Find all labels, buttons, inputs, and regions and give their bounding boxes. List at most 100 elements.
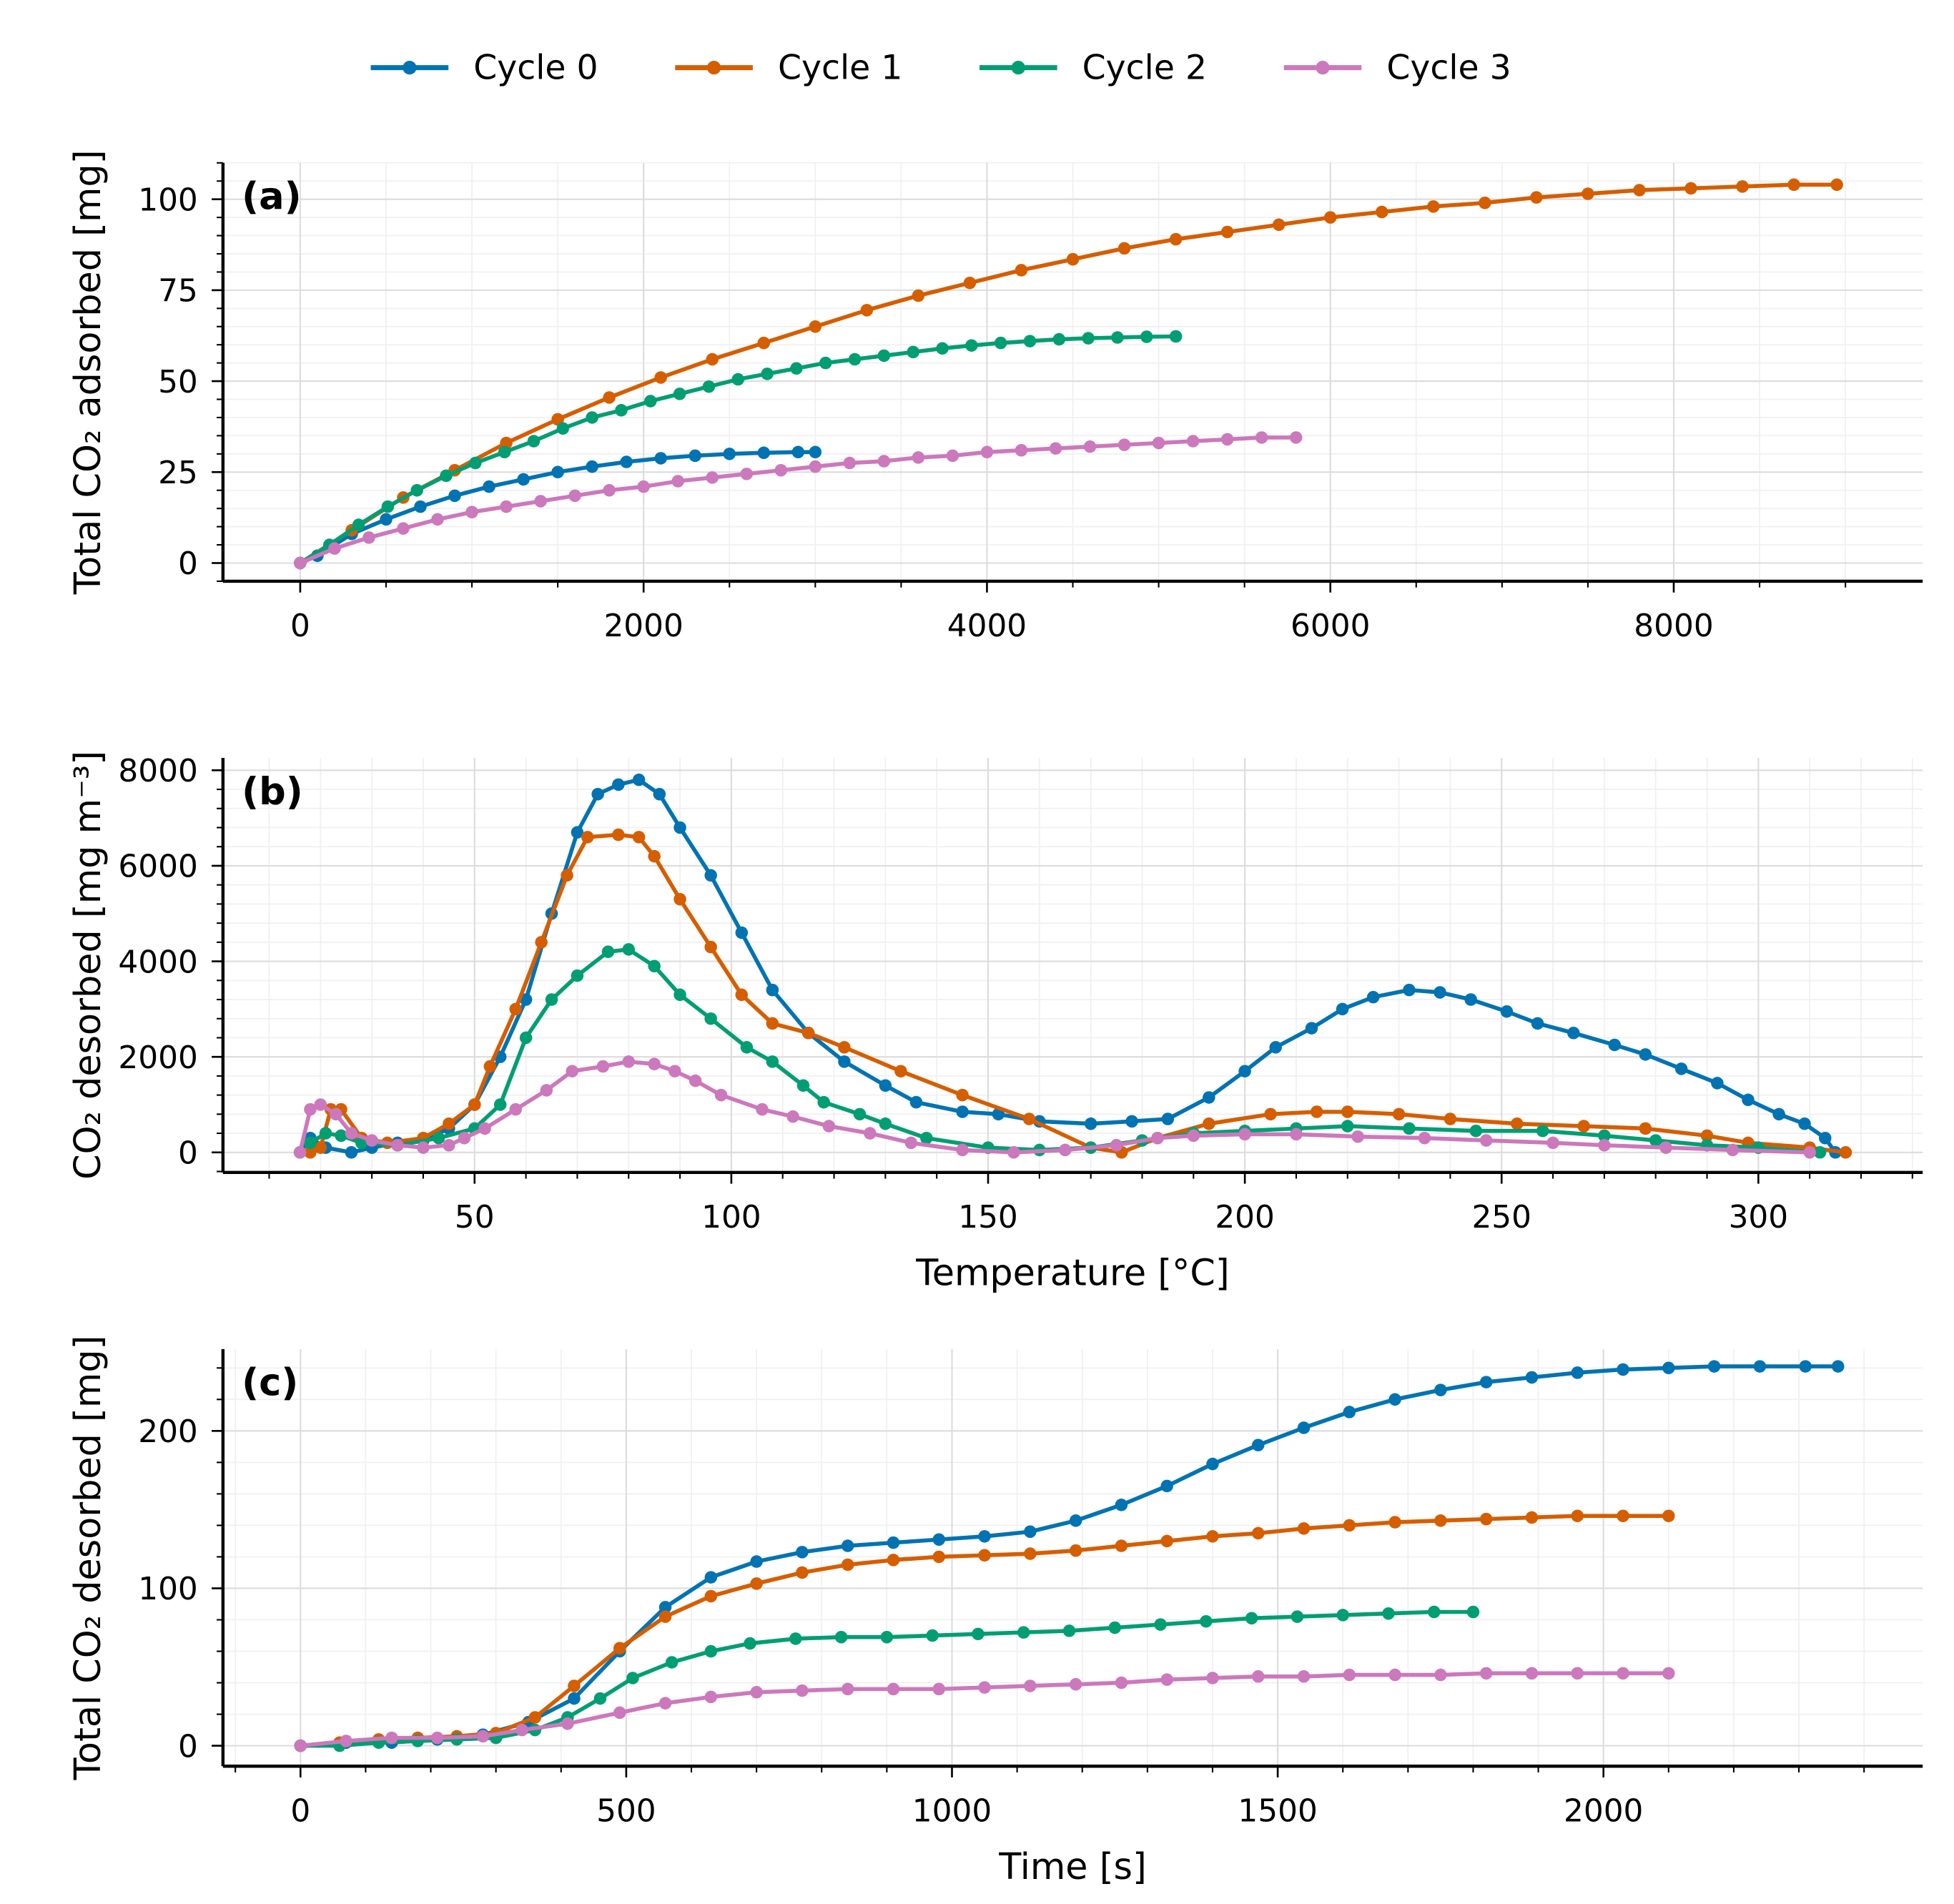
data-point [714, 1088, 728, 1102]
data-point [431, 513, 444, 526]
data-point [1083, 440, 1097, 453]
data-point [1753, 1360, 1767, 1373]
data-point [665, 1656, 679, 1669]
data-point [689, 449, 701, 463]
data-point [1376, 205, 1388, 219]
data-point [571, 826, 584, 839]
data-point [1617, 1363, 1629, 1376]
data-point [293, 1146, 307, 1159]
legend-item: Cycle 0 [370, 48, 598, 87]
data-point [1154, 1618, 1167, 1631]
data-point [994, 336, 1007, 350]
data-point [1525, 1511, 1539, 1524]
data-point [956, 1088, 969, 1102]
data-point [1531, 1017, 1544, 1030]
data-point [1571, 1509, 1584, 1522]
panel-b: 50 100 150 200 250 300 0 2000 4000 6000 8000 (b) Tem… [66, 751, 1923, 1294]
x-tick-label: 0 [290, 1792, 310, 1829]
data-point [417, 1141, 430, 1154]
data-point [500, 500, 513, 513]
data-point [1117, 242, 1131, 255]
data-point [1639, 1122, 1652, 1135]
data-point [689, 1074, 702, 1087]
data-point [1015, 264, 1028, 277]
data-point [1206, 1530, 1219, 1543]
data-point [1290, 1128, 1303, 1141]
data-point [381, 500, 395, 513]
data-point [535, 936, 548, 949]
legend-label: Cycle 0 [473, 48, 598, 87]
data-point [654, 371, 667, 384]
series-cycle-1 [294, 1509, 1675, 1752]
data-point [756, 1103, 769, 1116]
series-cycle-0 [293, 773, 1842, 1159]
data-point [1803, 1146, 1816, 1159]
data-point [509, 1103, 522, 1116]
data-point [1772, 1108, 1785, 1121]
data-point [601, 945, 615, 958]
data-point [1536, 1124, 1549, 1138]
y-tick-label: 25 [158, 455, 198, 491]
data-point [1500, 1005, 1514, 1018]
data-point [1392, 1108, 1406, 1121]
data-point [591, 787, 604, 801]
legend-marker [1316, 61, 1330, 75]
data-point [1464, 993, 1477, 1006]
data-point [328, 542, 341, 555]
data-point [1403, 983, 1416, 997]
data-point [1343, 1406, 1356, 1419]
data-point [1252, 1526, 1265, 1540]
data-point [1787, 178, 1800, 192]
data-point [1571, 1366, 1584, 1379]
data-point [517, 473, 530, 486]
data-point [1469, 1124, 1483, 1138]
data-point [1187, 1129, 1200, 1143]
legend-item: Cycle 3 [1283, 48, 1511, 87]
data-point [498, 445, 511, 459]
y-tick-label: 100 [138, 1571, 198, 1607]
data-point [648, 960, 661, 972]
data-point [819, 356, 832, 370]
data-point [956, 1143, 969, 1157]
data-point [1024, 1679, 1037, 1692]
data-point [612, 828, 625, 842]
x-tick-label: 2000 [603, 608, 683, 644]
data-point [469, 456, 482, 470]
data-point [478, 1122, 491, 1135]
data-point [586, 411, 598, 424]
data-point [586, 460, 598, 473]
data-point [789, 1632, 802, 1645]
data-point [483, 1060, 497, 1073]
data-point [330, 1108, 342, 1121]
y-tick-label: 50 [158, 364, 198, 400]
data-point [1434, 1668, 1447, 1682]
y-tick-label: 6000 [118, 849, 197, 885]
data-point [1343, 1519, 1356, 1532]
legend-item: Cycle 2 [980, 48, 1207, 87]
data-point [613, 1706, 626, 1720]
data-point [658, 1610, 672, 1623]
data-point [319, 1127, 332, 1140]
data-point [978, 1681, 991, 1694]
data-point [1351, 1130, 1364, 1143]
data-point [766, 1017, 779, 1030]
data-point [853, 1108, 867, 1121]
data-point [1403, 1122, 1416, 1135]
data-point [613, 1642, 626, 1654]
data-point [1608, 1038, 1622, 1052]
data-point [706, 352, 719, 366]
x-tick-label: 100 [701, 1199, 761, 1235]
data-point [1633, 184, 1646, 197]
data-point [791, 445, 805, 459]
panel-label: (b) [242, 770, 303, 814]
data-point [391, 1138, 404, 1152]
data-point [1662, 1361, 1675, 1375]
data-point [843, 456, 857, 470]
data-point [1546, 1136, 1559, 1150]
data-point [1245, 1612, 1258, 1625]
data-point [1110, 1138, 1123, 1152]
data-point [1160, 1479, 1173, 1493]
x-tick-label: 1000 [912, 1792, 992, 1829]
data-point [352, 518, 365, 531]
data-point [581, 831, 594, 844]
